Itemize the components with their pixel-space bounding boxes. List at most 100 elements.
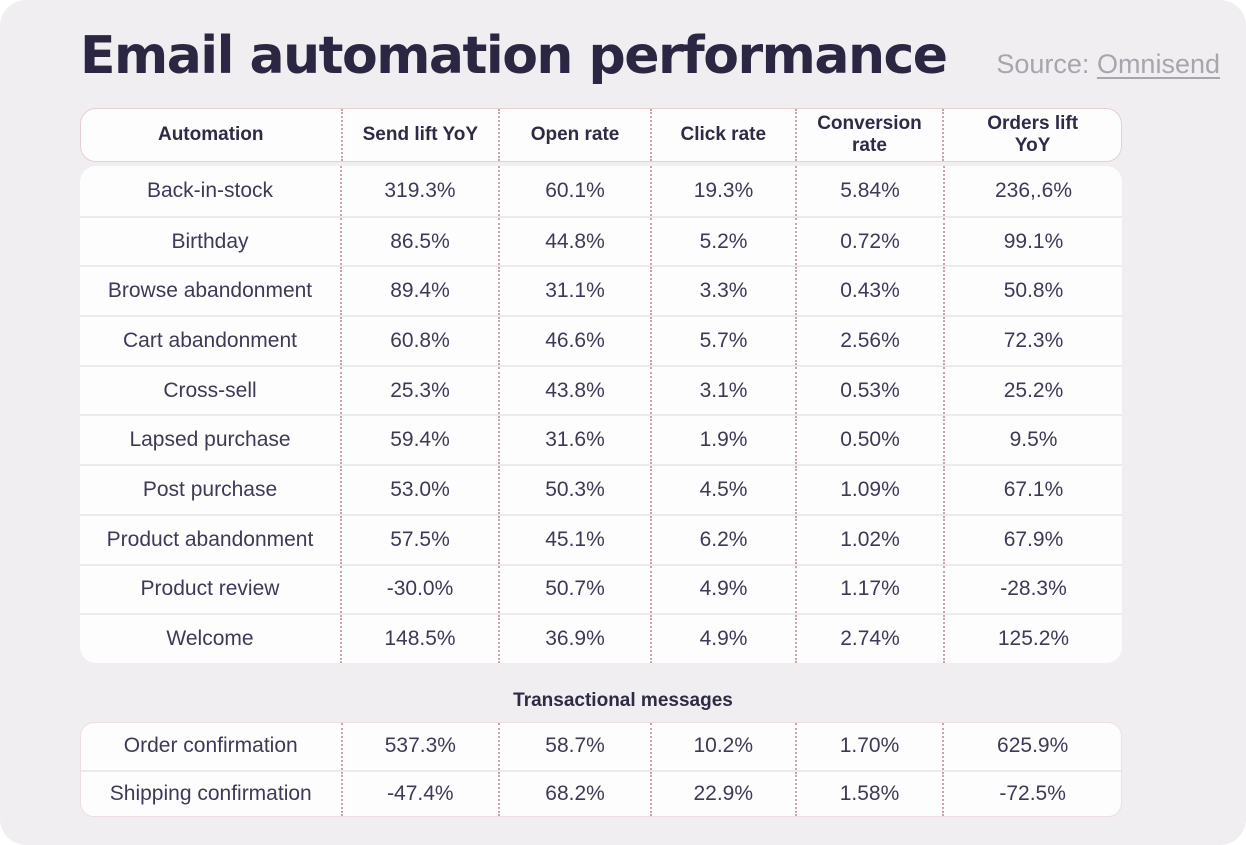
cell-value: -72.5%	[942, 771, 1121, 816]
cell-value-text: 319.3%	[384, 178, 456, 202]
cell-value: 3.1%	[650, 366, 795, 415]
row-label-text: Birthday	[171, 229, 249, 253]
cell-value: 3.3%	[650, 267, 795, 316]
cell-value: 50.7%	[498, 565, 650, 614]
cell-value: -28.3%	[943, 565, 1122, 614]
row-label: Order confirmation	[81, 723, 341, 770]
cell-value: 67.1%	[943, 466, 1122, 514]
cell-value: 1.9%	[650, 416, 795, 465]
column-header-text: Automation	[157, 123, 264, 145]
table-row: Cross-sell 25.3% 43.8% 3.1% 0.53% 25.2%	[80, 364, 1122, 415]
row-label: Browse abandonment	[80, 267, 340, 315]
cell-value: 67.9%	[943, 515, 1122, 564]
column-header-text: Open rate	[530, 123, 620, 145]
cell-value: 4.5%	[650, 466, 795, 514]
cell-value: 45.1%	[498, 515, 650, 564]
cell-value-text: 36.9%	[545, 627, 605, 651]
column-header-text: Click rate	[680, 123, 767, 145]
cell-value: 0.43%	[795, 267, 943, 316]
cell-value-text: 19.3%	[693, 178, 754, 202]
cell-value-text: 0.43%	[840, 279, 900, 303]
cell-value-text: 67.1%	[1003, 477, 1064, 501]
row-label-text: Order confirmation	[123, 734, 298, 758]
cell-value: 4.9%	[650, 565, 795, 614]
row-label: Cart abandonment	[80, 317, 340, 365]
cell-value: 1.17%	[795, 565, 943, 614]
cell-value: 0.53%	[795, 366, 943, 415]
source-link[interactable]: Omnisend	[1096, 49, 1220, 79]
automation-table-body: Back-in-stock 319.3% 60.1% 19.3% 5.84% 236,.6…	[80, 166, 1122, 663]
cell-value: 43.8%	[498, 366, 650, 415]
cell-value-text: 236,.6%	[994, 178, 1073, 202]
cell-value: 31.1%	[498, 267, 650, 316]
cell-value-text: 0.72%	[840, 229, 900, 253]
table-row: Birthday 86.5% 44.8% 5.2% 0.72% 99.1%	[80, 215, 1122, 266]
table-row: Order confirmation 537.3% 58.7% 10.2% 1.70% 6…	[81, 723, 1121, 770]
row-label-text: Cart abandonment	[123, 328, 297, 352]
table-row: Product review -30.0% 50.7% 4.9% 1.17% -28.3%	[80, 563, 1122, 614]
row-label-text: Welcome	[166, 627, 254, 651]
cell-value-text: 1.02%	[840, 527, 900, 551]
cell-value-text: 1.17%	[840, 577, 900, 601]
cell-value: 625.9%	[942, 723, 1121, 770]
cell-value: 89.4%	[340, 267, 498, 316]
row-label-text: Product abandonment	[106, 527, 314, 551]
cell-value: 60.1%	[498, 166, 650, 216]
cell-value: 319.3%	[340, 166, 498, 216]
table-row: Lapsed purchase 59.4% 31.6% 1.9% 0.50% 9.5%	[80, 414, 1122, 465]
cell-value: 5.7%	[650, 317, 795, 365]
cell-value: 68.2%	[498, 771, 650, 816]
cell-value: 60.8%	[340, 317, 498, 365]
row-label: Cross-sell	[80, 367, 340, 415]
cell-value: 53.0%	[340, 466, 498, 514]
cell-value: 19.3%	[650, 166, 795, 216]
column-header: Conversion rate	[794, 109, 943, 161]
cell-value-text: 625.9%	[997, 734, 1069, 758]
cell-value-text: 6.2%	[699, 527, 748, 551]
cell-value: 99.1%	[943, 217, 1122, 266]
column-header-text: Orders lift YoY	[987, 112, 1079, 156]
cell-value-text: 67.9%	[1003, 527, 1064, 551]
cell-value: 1.70%	[794, 723, 943, 770]
cell-value: 44.8%	[498, 217, 650, 266]
cell-value-text: -30.0%	[386, 577, 454, 601]
column-header: Send lift YoY	[340, 109, 499, 161]
cell-value-text: -72.5%	[999, 781, 1066, 805]
cell-value: 22.9%	[649, 771, 795, 816]
cell-value-text: 89.4%	[390, 279, 450, 303]
cell-value-text: 9.5%	[1009, 428, 1058, 452]
column-header: Automation	[81, 109, 341, 161]
table-row: Product abandonment 57.5% 45.1% 6.2% 1.02% 67…	[80, 513, 1122, 564]
cell-value-text: 4.5%	[699, 477, 748, 501]
cell-value: 148.5%	[340, 615, 498, 663]
table-row: Back-in-stock 319.3% 60.1% 19.3% 5.84% 236,.6…	[80, 166, 1122, 216]
row-label: Product review	[80, 566, 340, 614]
cell-value: 1.02%	[795, 515, 943, 564]
cell-value: 5.84%	[795, 166, 943, 216]
cell-value-text: 1.58%	[839, 781, 900, 805]
cell-value-text: 125.2%	[997, 627, 1070, 651]
cell-value: 31.6%	[498, 416, 650, 465]
cell-value: 5.2%	[650, 217, 795, 266]
column-header-text: Send lift YoY	[362, 123, 479, 145]
source-attribution: Source: Omnisend	[996, 49, 1220, 80]
cell-value: 537.3%	[340, 723, 499, 770]
cell-value-text: 25.2%	[1003, 378, 1064, 402]
row-label-text: Cross-sell	[163, 378, 257, 402]
cell-value-text: 50.7%	[545, 577, 605, 601]
cell-value: 1.09%	[795, 466, 943, 514]
cell-value-text: 58.7%	[545, 734, 605, 758]
cell-value-text: 10.2%	[693, 734, 754, 758]
table-row: Cart abandonment 60.8% 46.6% 5.7% 2.56% 72.3%	[80, 315, 1122, 365]
cell-value: 0.50%	[795, 416, 943, 465]
cell-value-text: 31.6%	[545, 428, 605, 452]
source-label: Source:	[996, 49, 1090, 79]
row-label: Lapsed purchase	[80, 416, 340, 464]
cell-value-text: 60.8%	[390, 328, 450, 352]
cell-value: 10.2%	[649, 723, 795, 770]
transactional-table: Order confirmation 537.3% 58.7% 10.2% 1.70% 6…	[80, 722, 1122, 817]
page-title: Email automation performance	[80, 26, 948, 86]
cell-value-text: 1.9%	[699, 428, 748, 452]
cell-value-text: 2.74%	[840, 627, 900, 651]
